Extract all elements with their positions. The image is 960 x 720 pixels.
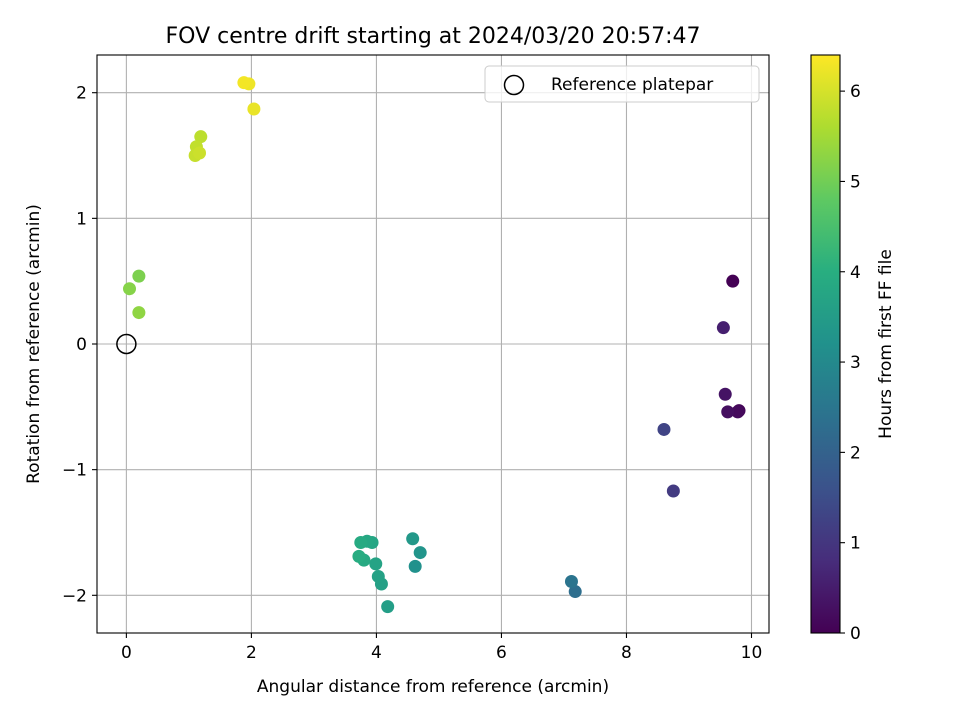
scatter-point bbox=[371, 569, 385, 583]
colorbar-tick-label: 3 bbox=[850, 353, 861, 373]
scatter-point bbox=[132, 306, 146, 320]
scatter-point bbox=[568, 585, 582, 599]
scatter-point bbox=[352, 549, 366, 563]
colorbar-gradient bbox=[811, 55, 840, 633]
colorbar: 0 1 2 3 4 5 6 Hours from first FF file bbox=[810, 54, 896, 644]
grid bbox=[97, 55, 769, 633]
y-tick-label: 1 bbox=[76, 209, 87, 229]
scatter-point bbox=[408, 559, 422, 573]
reference-platepar-marker bbox=[116, 333, 137, 355]
scatter-point bbox=[193, 146, 207, 160]
legend-frame bbox=[484, 65, 760, 103]
axis-ticks: 0 2 4 6 8 10 −2 −1 0 1 2 bbox=[62, 84, 762, 663]
x-tick-label: 2 bbox=[246, 643, 257, 663]
colorbar-tick-label: 1 bbox=[850, 534, 861, 554]
colorbar-frame bbox=[810, 54, 841, 634]
scatter-point bbox=[716, 321, 730, 335]
scatter-point bbox=[406, 532, 420, 546]
legend: Reference platepar bbox=[484, 65, 760, 103]
colorbar-tick-label: 0 bbox=[850, 624, 861, 644]
scatter-point bbox=[237, 76, 251, 90]
x-axis-label: Angular distance from reference (arcmin) bbox=[257, 677, 609, 697]
x-tick-label: 10 bbox=[741, 643, 763, 663]
y-tick-label: 0 bbox=[76, 335, 87, 355]
chart-title: FOV centre drift starting at 2024/03/20 … bbox=[166, 24, 701, 49]
x-tick-label: 4 bbox=[371, 643, 382, 663]
scatter-point bbox=[354, 536, 368, 550]
scatter-point bbox=[194, 130, 208, 144]
scatter-point bbox=[726, 274, 740, 288]
colorbar-tick-label: 2 bbox=[850, 443, 861, 463]
y-tick-label: −1 bbox=[62, 461, 87, 481]
scatter-point bbox=[564, 574, 578, 588]
scatter-points bbox=[116, 76, 746, 614]
legend-reference-marker bbox=[503, 74, 525, 96]
scatter-point bbox=[123, 282, 137, 296]
scatter-point bbox=[657, 422, 671, 436]
scatter-point bbox=[718, 387, 732, 401]
colorbar-tick-label: 5 bbox=[850, 172, 861, 192]
colorbar-tick-label: 4 bbox=[850, 263, 861, 283]
legend-entry-reference-platepar: Reference platepar bbox=[551, 75, 713, 95]
scatter-point bbox=[132, 269, 146, 283]
scatter-point bbox=[381, 600, 395, 614]
y-tick-label: 2 bbox=[76, 84, 87, 104]
scatter-point bbox=[247, 102, 261, 116]
x-tick-label: 0 bbox=[121, 643, 132, 663]
x-tick-label: 6 bbox=[496, 643, 507, 663]
scatter-point bbox=[721, 405, 735, 419]
colorbar-tick-label: 6 bbox=[850, 82, 861, 102]
scatter-point bbox=[369, 557, 383, 571]
y-tick-label: −2 bbox=[62, 586, 87, 606]
scatter-point bbox=[413, 546, 427, 560]
x-tick-label: 8 bbox=[621, 643, 632, 663]
colorbar-label: Hours from first FF file bbox=[876, 249, 896, 439]
colorbar-ticks: 0 1 2 3 4 5 6 bbox=[840, 82, 861, 644]
scatter-point bbox=[666, 484, 680, 498]
scatter-point bbox=[731, 405, 745, 419]
y-axis-label: Rotation from reference (arcmin) bbox=[24, 204, 44, 484]
